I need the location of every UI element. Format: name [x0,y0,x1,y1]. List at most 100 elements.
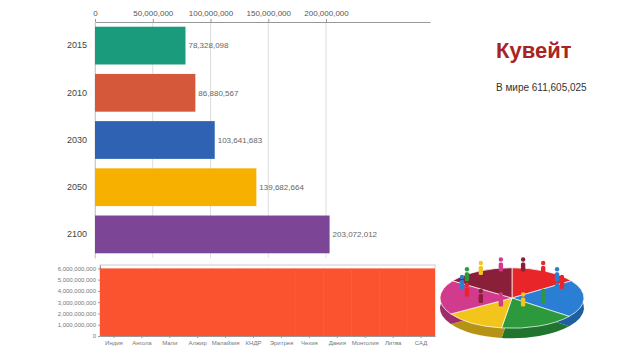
bar [212,268,240,336]
tick-mark [211,19,212,22]
y-tick-label: 2010 [67,88,87,98]
y-tick: 2030 [67,135,95,145]
y-tick: 2015 [67,40,95,50]
bars [100,268,435,336]
y-tick-label: 2100 [67,229,87,239]
x-tick-label: САД [415,340,427,346]
x-tick-label: Индия [105,340,123,346]
y-tick: 6,000,000,000 [58,266,100,272]
data-label: 203,072,012 [333,230,378,239]
x-tick: 200,000,000 [304,9,349,22]
x-axis: ИндияАнголаМалиАлжирМалайзияКНДРЭритреяЧ… [101,336,436,346]
x-tick-label: Литва [385,340,402,346]
bar [323,268,351,336]
x-tick: 0 [93,9,98,22]
decor-person-head [499,292,503,296]
x-tick-label: Мали [162,340,177,346]
y-tick: 0 [93,333,100,339]
x-tick-label: 0 [93,9,98,18]
bar [351,268,379,336]
decor-person-head [555,283,559,287]
axis-line [96,22,431,23]
decor-person-head [465,283,469,287]
x-tick: Литва [385,336,402,346]
decor-person-head [541,261,545,265]
y-axis: 2015 2010 2030 2050 2100 [67,23,96,259]
x-tick-label: 100,000,000 [189,9,234,18]
tick-mark [98,336,100,337]
tick-mark [393,336,394,338]
bar [95,27,185,65]
subtitle: В мире 611,605,025 [496,82,587,93]
x-tick-label: Алжир [189,340,208,346]
y-tick-label: 0 [93,333,97,339]
y-tick: 2050 [67,182,95,192]
x-axis: 0 50,000,000 100,000,000 150,000,000 200,000… [93,9,430,23]
plot-frame [100,265,435,336]
bar [95,121,215,159]
x-tick-label: Ангола [132,340,152,346]
decor-person-head [499,257,503,261]
x-tick-label: Эритрея [270,340,294,346]
x-tick-label: Малайзия [212,340,240,346]
decor-person-head [521,257,525,261]
x-tick: 50,000,000 [133,9,174,22]
bar [184,268,212,336]
x-tick-label: 200,000,000 [304,9,349,18]
tick-mark [309,336,310,338]
y-tick-label: 3,000,000,000 [58,300,97,306]
decor-person-head [465,267,469,271]
y-tick-label: 6,000,000,000 [58,266,97,272]
decor-pie [440,257,584,338]
tick-mark [113,336,114,338]
y-tick: 2010 [67,88,95,98]
tick-mark [98,313,100,314]
tick-mark [141,336,142,338]
data-label: 86,880,567 [198,89,239,98]
tick-mark [98,325,100,326]
tick-mark [98,291,100,292]
decor-person-body [555,272,559,281]
x-tick-label: 50,000,000 [133,9,174,18]
decor-person-body [465,272,469,281]
bar [95,74,195,112]
x-tick: Мали [162,336,177,346]
tick-mark [225,336,226,338]
bar [156,268,184,336]
x-tick: Чехия [301,336,318,346]
tick-mark [197,336,198,338]
canvas: 0 50,000,000 100,000,000 150,000,000 200,000… [0,0,640,360]
decor-person-head [541,289,545,293]
y-tick: 5,000,000,000 [58,277,100,283]
tick-mark [365,336,366,338]
x-tick-label: Чехия [301,340,318,346]
tick-mark [98,280,100,281]
data-label: 78,328,098 [188,41,229,50]
tick-mark [169,336,170,338]
decor-person-head [521,292,525,296]
decor-person-head [479,289,483,293]
y-tick-label: 2050 [67,182,87,192]
y-tick-label: 1,000,000,000 [58,322,97,328]
bar [95,216,330,254]
x-tick-label: 150,000,000 [247,9,292,18]
bar [407,268,435,336]
y-tick-label: 2030 [67,135,87,145]
bar [240,268,268,336]
data-labels: 78,328,09886,880,567103,641,683139,682,6… [188,41,377,239]
decor-pie-top [440,268,584,328]
y-tick: 2,000,000,000 [58,311,100,317]
y-tick-label: 2015 [67,40,87,50]
bar [379,268,407,336]
decor-person-body [521,298,525,307]
x-tick-label: Монголия [352,340,379,346]
tick-mark [95,19,96,22]
x-tick: 100,000,000 [189,9,234,22]
y-tick-label: 5,000,000,000 [58,277,97,283]
x-tick: 150,000,000 [247,9,292,22]
decor-person-body [479,266,483,275]
y-tick-label: 4,000,000,000 [58,288,97,294]
data-label: 103,641,683 [218,136,263,145]
decor-person-body [555,288,559,297]
decor-person-body [479,294,483,303]
